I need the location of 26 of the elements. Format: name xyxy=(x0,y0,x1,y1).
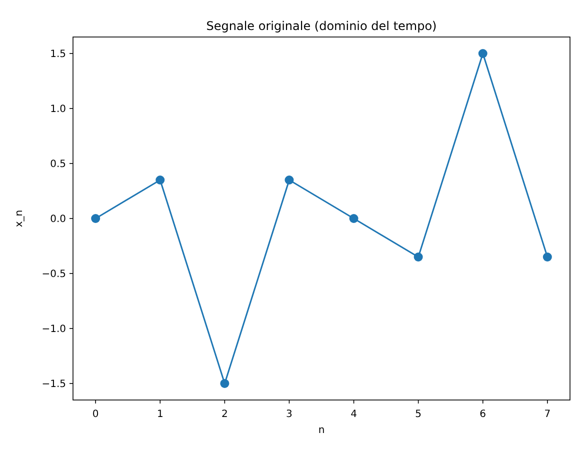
y-tick-label: 1.0 xyxy=(50,104,66,115)
x-axis-title: n xyxy=(318,425,325,436)
x-tick-label: 7 xyxy=(544,409,551,420)
y-tick-label: 1.5 xyxy=(50,49,66,60)
x-tick-label: 5 xyxy=(415,409,422,420)
point xyxy=(284,176,294,184)
x-tick-label: 4 xyxy=(350,409,357,420)
point xyxy=(478,49,488,58)
point xyxy=(542,252,552,262)
chart-title: Segnale originale (dominio del tempo) xyxy=(206,19,437,33)
x-tick-label: 3 xyxy=(286,409,292,420)
y-tick-label: 0.5 xyxy=(50,159,66,170)
x-tick-label: 1 xyxy=(156,409,164,420)
y-tick-label: 0.0 xyxy=(50,214,66,225)
y-tick-label: −1.0 xyxy=(42,324,66,335)
point xyxy=(91,214,100,223)
x-tick-label: 0 xyxy=(92,409,99,420)
y-axis-title: x_n xyxy=(14,210,25,228)
point xyxy=(156,176,165,184)
point xyxy=(220,379,230,388)
y-tick-label: −1.5 xyxy=(42,379,66,390)
y-tick-label: −0.5 xyxy=(42,269,66,280)
point xyxy=(414,252,423,262)
x-tick-label: 2 xyxy=(221,409,228,420)
point xyxy=(349,214,358,223)
x-tick-label: 6 xyxy=(480,409,486,420)
